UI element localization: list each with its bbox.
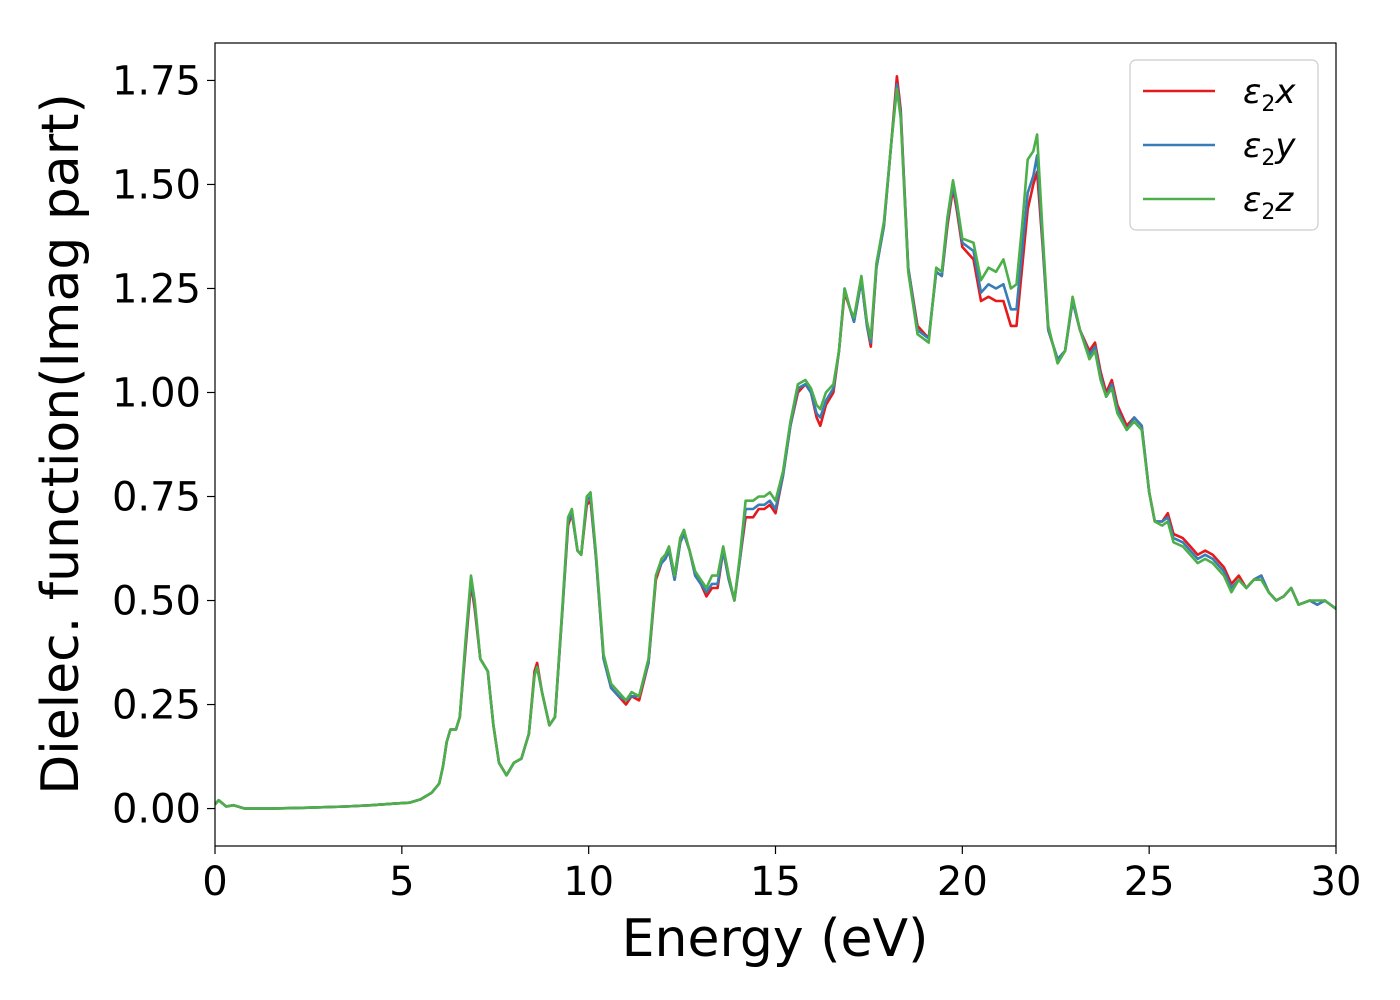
y-tick-label: 1.00	[112, 370, 201, 416]
y-axis: 0.00 0.25 0.50 0.75 1.00 1.25 1.50 1.75	[112, 58, 215, 833]
y-axis-title: Dielec. function(Imag part)	[31, 93, 91, 795]
x-tick-label: 20	[937, 859, 988, 905]
x-axis-title: Energy (eV)	[622, 909, 929, 969]
x-tick-label: 5	[389, 859, 414, 905]
y-tick-label: 0.50	[112, 579, 201, 625]
x-tick-label: 30	[1311, 859, 1362, 905]
series-layer	[215, 75, 1336, 810]
y-tick-label: 1.75	[112, 58, 201, 104]
legend-label-x: ε2x	[1243, 72, 1296, 117]
y-tick-label: 0.25	[112, 683, 201, 729]
y-tick-label: 0.75	[112, 475, 201, 521]
x-axis: 0 5 10 15 20 25 30	[202, 846, 1361, 905]
y-tick-label: 1.50	[112, 162, 201, 208]
legend-label-z: ε2z	[1243, 180, 1294, 225]
x-tick-label: 15	[750, 859, 801, 905]
legend-box	[1129, 59, 1319, 231]
y-tick-label: 1.25	[112, 266, 201, 312]
legend: ε2x ε2y ε2z	[1129, 59, 1319, 231]
x-tick-label: 0	[202, 859, 227, 905]
series-line-z	[215, 87, 1336, 810]
legend-label-y: ε2y	[1243, 126, 1296, 171]
y-tick-label: 0.00	[112, 787, 201, 833]
x-tick-label: 25	[1124, 859, 1175, 905]
x-tick-label: 10	[563, 859, 614, 905]
